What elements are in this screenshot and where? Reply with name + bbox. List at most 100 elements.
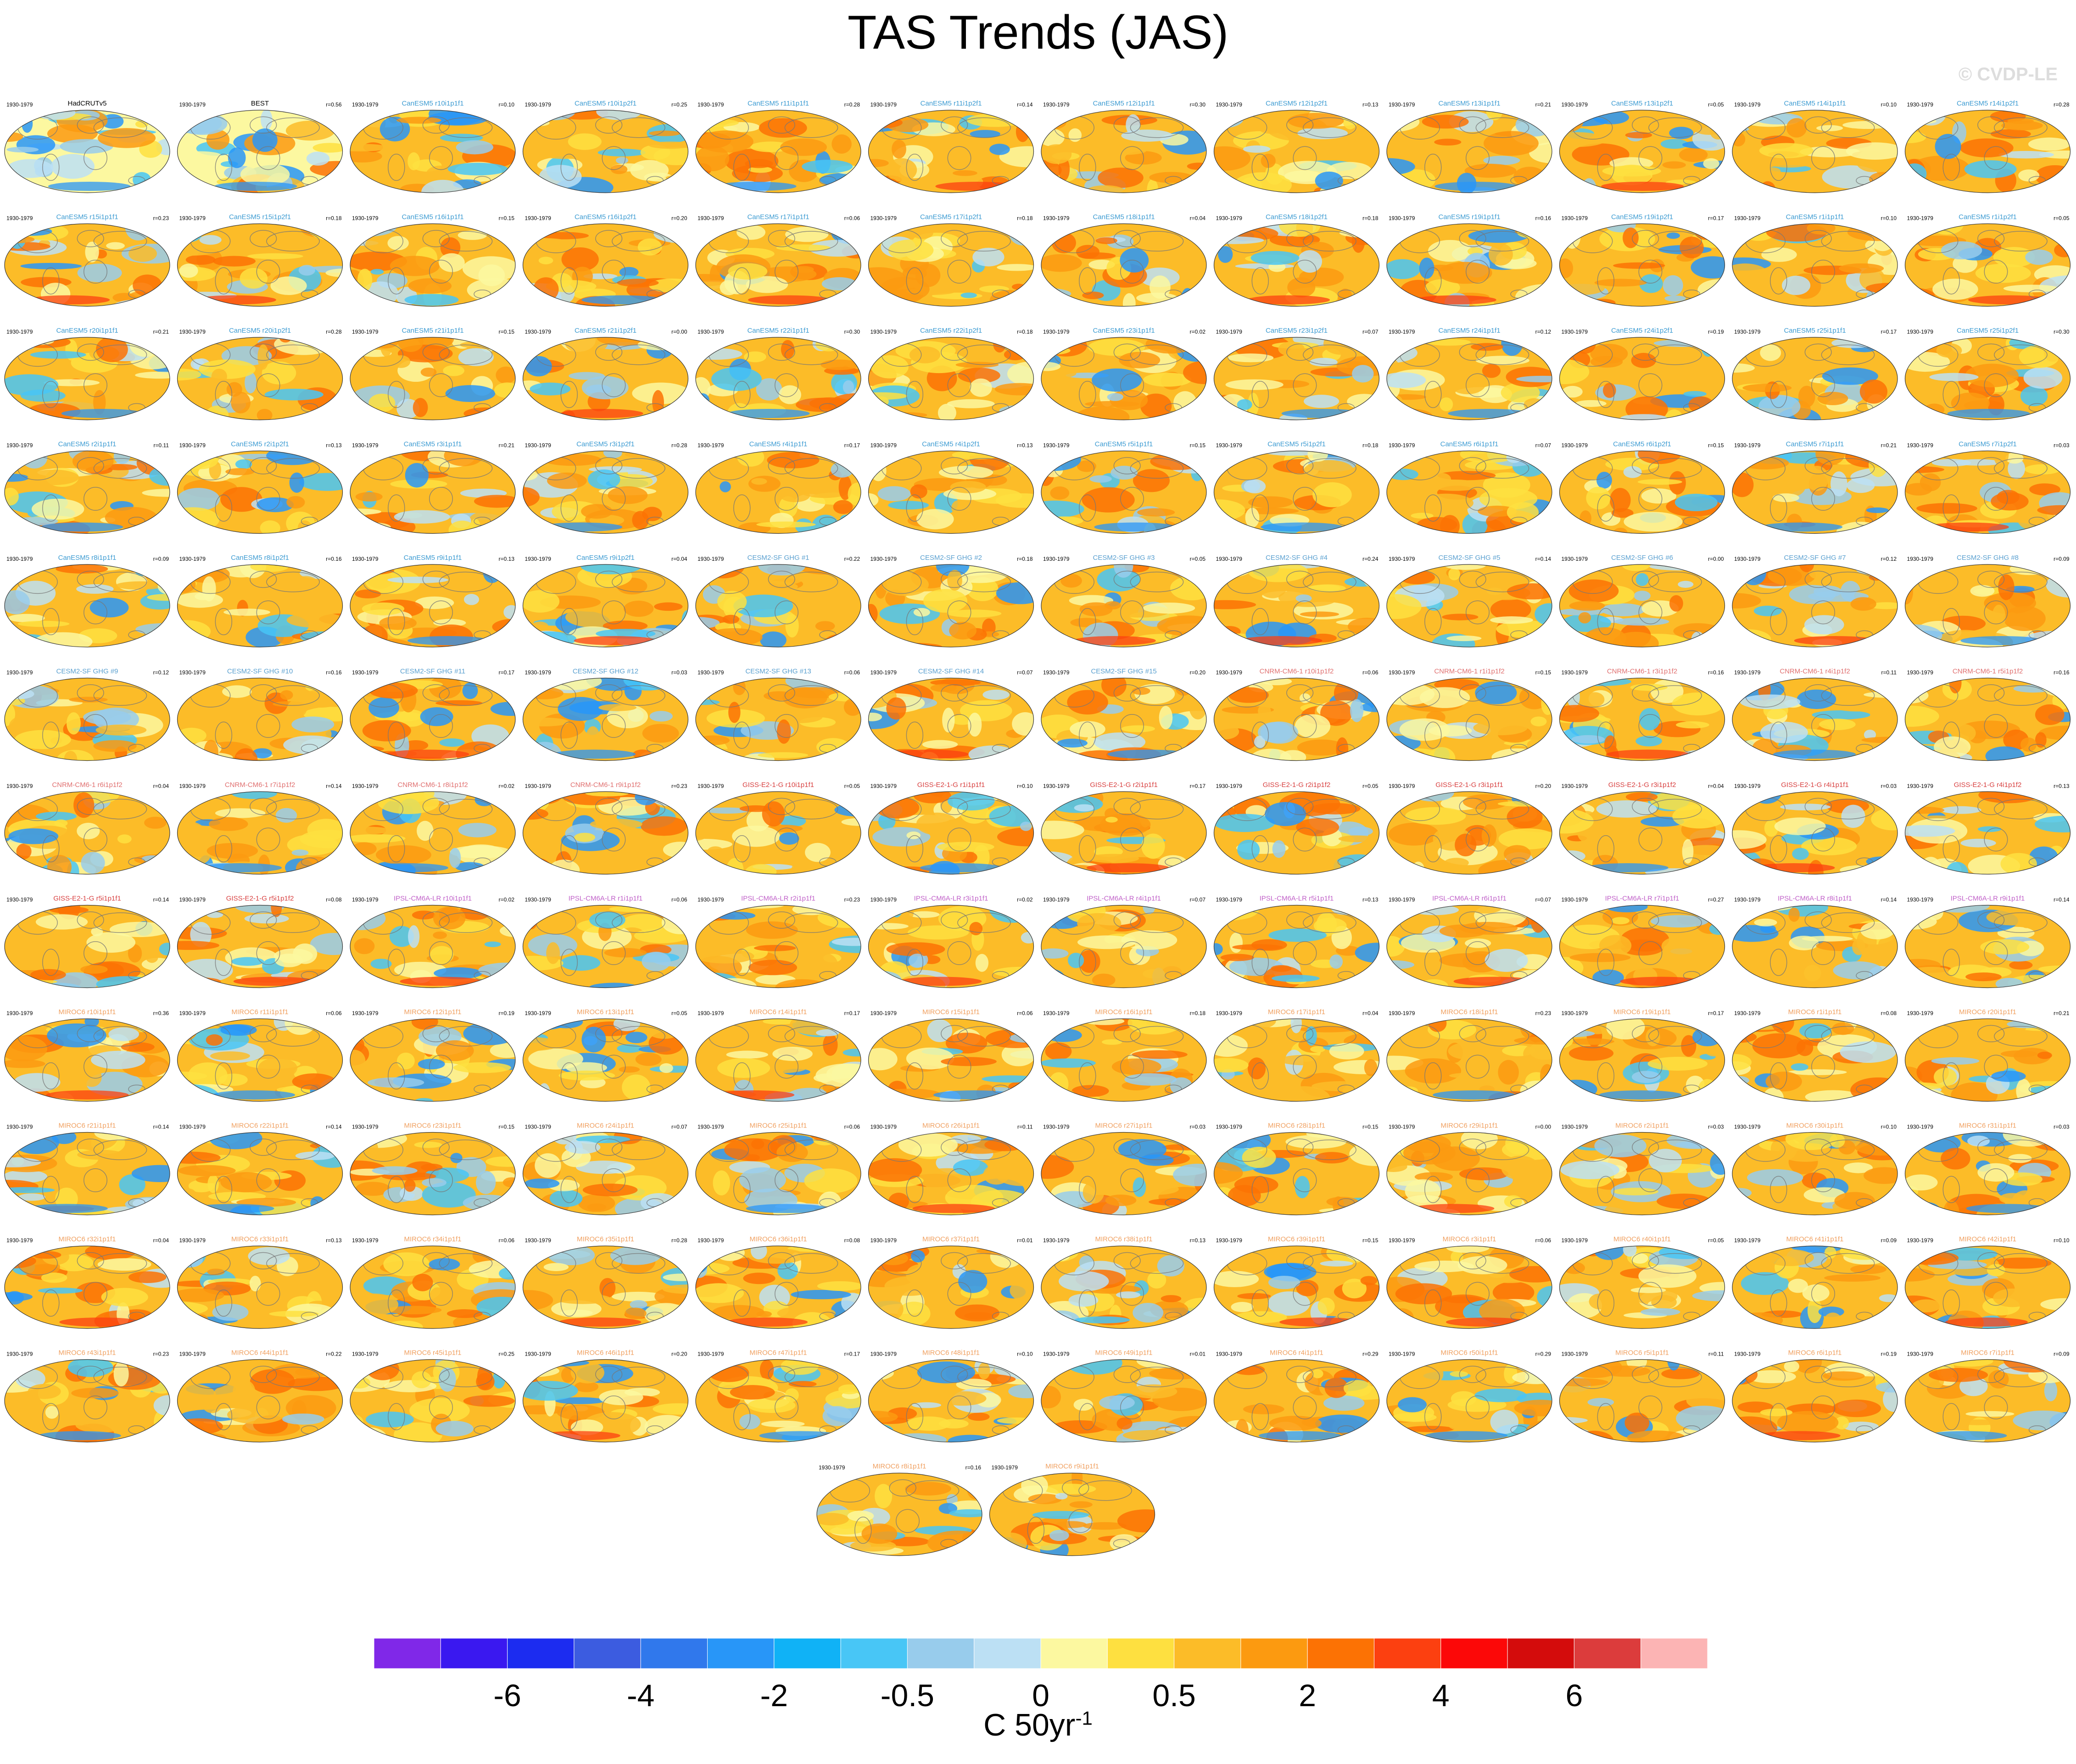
southern-ocean-band (1960, 636, 2043, 645)
southern-ocean-band (1966, 1204, 2049, 1213)
trend-patch (1669, 127, 1694, 140)
trend-patch (142, 489, 170, 497)
trend-patch (652, 390, 664, 415)
trend-patch (1689, 863, 1725, 874)
trend-patch (776, 244, 831, 251)
trend-patch (177, 620, 211, 643)
trend-patch (17, 1310, 38, 1329)
trend-patch (96, 337, 128, 363)
map-border (4, 564, 170, 648)
trend-patch (20, 389, 66, 402)
map-border (177, 450, 343, 534)
trend-patch (1905, 1085, 1933, 1101)
trend-patch (145, 951, 158, 963)
continent-outline (906, 1176, 924, 1203)
trend-patch (1041, 969, 1066, 988)
continent-outline (1770, 1062, 1787, 1090)
trend-patch (1137, 508, 1175, 517)
trend-patch (549, 1189, 583, 1207)
trend-patch (1516, 375, 1552, 383)
continent-outline (250, 911, 277, 929)
panel-period-label: 1930-1979 (1562, 783, 1588, 789)
trend-patch (561, 247, 599, 272)
trend-patch (1864, 691, 1897, 698)
trend-patch (1732, 830, 1767, 849)
trend-patch (1559, 974, 1583, 985)
continent-outline (1286, 116, 1314, 134)
panel-period-label: 1930-1979 (1907, 215, 1934, 222)
trend-patch (576, 1135, 631, 1144)
map-panel: 1930-1979 MIROC6 r15i1p1f1 r=0.06 (868, 1008, 1034, 1102)
continent-outline (1942, 494, 1960, 522)
trend-patch (1559, 850, 1585, 862)
trend-patch (2029, 483, 2060, 496)
map-border (1732, 677, 1898, 761)
continent-outline (1475, 117, 1529, 138)
panel-title: CanESM5 r6i1p2f1 (1613, 441, 1671, 448)
trend-patch (710, 978, 757, 988)
panel-correlation-label: r=0.21 (153, 329, 169, 335)
trend-patch (1488, 243, 1513, 266)
trend-patch (746, 921, 798, 939)
trend-patch (1387, 936, 1405, 957)
trend-patch (523, 1290, 553, 1311)
map-border (1904, 337, 2071, 420)
trend-patch (93, 390, 106, 415)
map-panel: 1930-1979 MIROC6 r31i1p1f1 r=0.03 (1904, 1122, 2071, 1216)
trend-patch (131, 1165, 170, 1182)
trend-patch (999, 405, 1034, 416)
southern-ocean-band (560, 409, 643, 418)
continent-outline (1251, 835, 1269, 863)
continent-outline (1648, 571, 1702, 592)
continent-outline (1977, 230, 2005, 247)
continent-outline (1811, 259, 1835, 284)
trend-patch (587, 469, 620, 490)
trend-patch (1244, 479, 1266, 494)
continent-outline (1251, 154, 1269, 181)
map-panel: 1930-1979 CESM2-SF GHG #14 r=0.07 (868, 668, 1034, 761)
trend-patch (1593, 110, 1629, 124)
trend-patch (1802, 936, 1853, 942)
map-field (5, 337, 170, 420)
continent-outline (1977, 1025, 2005, 1043)
trend-patch (750, 1246, 767, 1260)
trend-patch (2018, 169, 2040, 182)
trend-patch (525, 356, 552, 377)
trend-patch (219, 1073, 248, 1086)
trend-patch (332, 625, 343, 642)
panel-period-label: 1930-1979 (1907, 897, 1934, 903)
trend-patch (1949, 678, 1962, 693)
trend-patch (31, 498, 84, 520)
map-panel: 1930-1979 IPSL-CM6A-LR r6i1p1f1 r=0.07 (1386, 895, 1552, 988)
continent-outline (1286, 570, 1314, 588)
continent-outline (947, 486, 971, 511)
panel-period-label: 1930-1979 (1734, 783, 1761, 789)
continent-outline (266, 1026, 320, 1047)
trend-patch (1234, 863, 1261, 874)
trend-patch (762, 801, 785, 826)
continent-outline (1466, 941, 1490, 965)
map-panel: 1930-1979 GISS-E2-1-G r4i1p1f1 r=0.03 (1732, 781, 1898, 875)
map-border (868, 1245, 1034, 1329)
southern-ocean-band (59, 1317, 142, 1327)
panel-correlation-label: r=0.04 (671, 556, 687, 562)
panel-title: CanESM5 r2i1p2f1 (231, 441, 289, 448)
southern-ocean-band (1086, 863, 1169, 872)
panel-correlation-label: r=0.36 (153, 1010, 169, 1016)
panel-title: MIROC6 r35i1p1f1 (577, 1235, 634, 1243)
continent-outline (775, 486, 798, 511)
trend-patch (177, 1151, 221, 1164)
map-field (1559, 792, 1725, 874)
panel-period-label: 1930-1979 (1562, 101, 1588, 108)
continent-outline (1984, 1055, 2008, 1079)
continent-outline (250, 457, 277, 474)
trend-patch (2003, 606, 2046, 631)
trend-patch (185, 227, 197, 236)
trend-patch (1309, 357, 1338, 367)
continent-outline (1459, 1025, 1486, 1043)
map-panel: 1930-1979 CanESM5 r2i1p2f1 r=0.13 (177, 441, 343, 534)
trend-patch (1501, 1139, 1552, 1160)
map-panel: 1930-1979 IPSL-CM6A-LR r10i1p1f1 r=0.02 (350, 895, 516, 988)
panel-correlation-label: r=0.12 (153, 670, 169, 676)
panel-period-label: 1930-1979 (1907, 442, 1934, 449)
